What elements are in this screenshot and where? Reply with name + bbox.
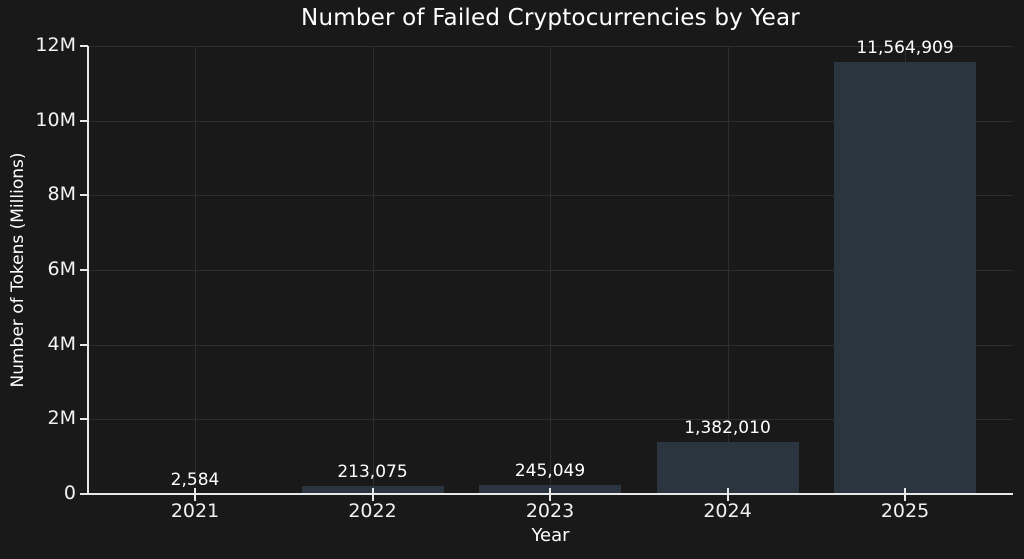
gridline-horizontal — [89, 419, 1013, 421]
x-tick-mark — [549, 488, 551, 501]
x-tick-label-2024: 2024 — [703, 500, 752, 522]
bar-value-label-2023: 245,049 — [514, 460, 586, 481]
x-tick-label-2021: 2021 — [170, 500, 220, 522]
gridline-horizontal — [89, 46, 1013, 47]
x-tick-label-2022: 2022 — [348, 500, 397, 522]
gridline-horizontal — [89, 344, 1013, 346]
y-tick-mark — [80, 418, 88, 421]
bar-2025 — [834, 62, 976, 494]
bar-value-label-2025: 11,564,909 — [856, 38, 954, 59]
y-axis-spine — [87, 46, 89, 495]
chart-title: Number of Failed Cryptocurrencies by Yea… — [301, 5, 800, 31]
gridline-horizontal — [89, 120, 1013, 122]
gridline-vertical — [195, 46, 196, 494]
x-tick-mark — [726, 488, 729, 501]
bar-value-label-2021: 2,584 — [170, 469, 220, 490]
x-tick-mark — [194, 488, 196, 501]
gridline-vertical — [372, 46, 374, 494]
y-tick-label: 0 — [63, 482, 76, 504]
y-tick-mark — [80, 343, 88, 346]
y-tick-mark — [80, 493, 88, 495]
y-tick-label: 8M — [47, 183, 76, 206]
gridline-vertical — [727, 46, 729, 494]
y-tick-label: 10M — [35, 108, 76, 131]
x-tick-mark — [904, 488, 906, 501]
bar-value-label-2022: 213,075 — [337, 462, 408, 483]
gridline-vertical — [550, 46, 551, 494]
x-axis-label: Year — [531, 525, 570, 546]
bar-value-label-2024: 1,382,010 — [684, 418, 771, 439]
y-tick-mark — [80, 194, 88, 197]
y-tick-mark — [80, 119, 88, 122]
x-tick-mark — [371, 488, 374, 501]
gridline-horizontal — [89, 195, 1013, 197]
y-tick-label: 6M — [47, 258, 76, 280]
gridline-horizontal — [89, 270, 1013, 271]
y-tick-label: 4M — [47, 332, 76, 355]
bar-2024 — [656, 442, 799, 494]
x-tick-label-2023: 2023 — [525, 500, 575, 522]
y-tick-label: 2M — [47, 407, 76, 430]
x-tick-label-2025: 2025 — [880, 500, 930, 522]
y-tick-label: 12M — [35, 34, 76, 56]
y-tick-mark — [80, 45, 88, 47]
y-tick-mark — [80, 269, 88, 271]
